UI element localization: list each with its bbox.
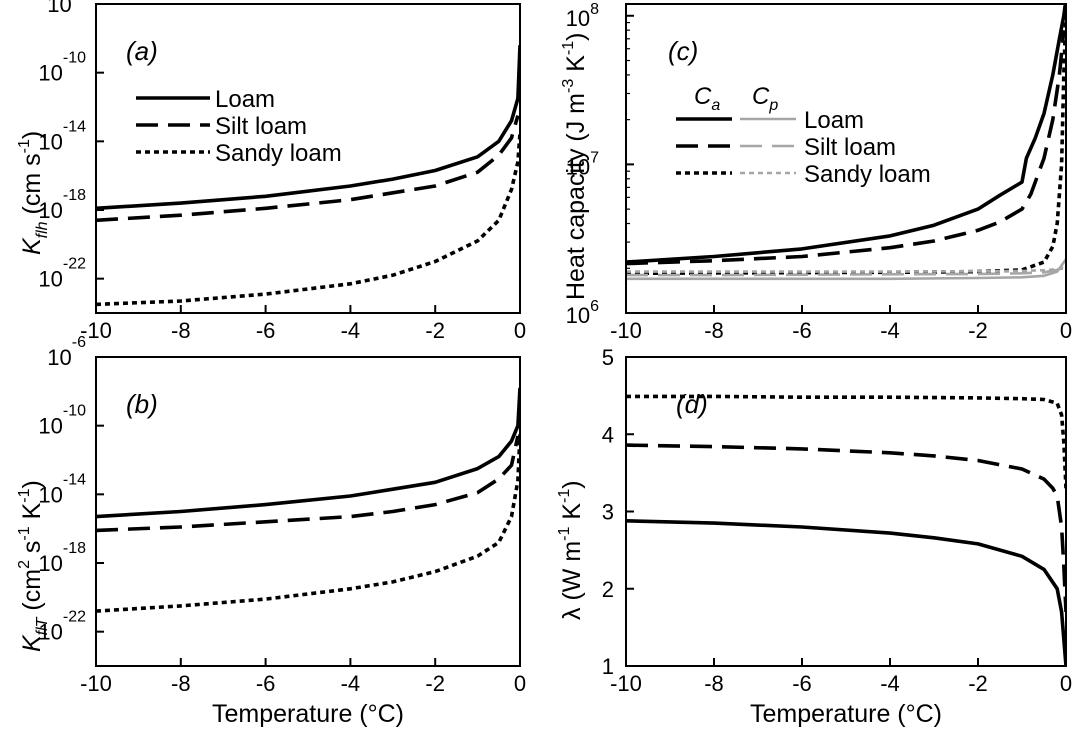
series-c-ca-silt-loam bbox=[626, 30, 1066, 266]
x-tick-label-c: -2 bbox=[968, 318, 988, 343]
series-d-silt-loam bbox=[626, 443, 1066, 612]
x-tick-label-a: -8 bbox=[171, 318, 191, 343]
panel-a: 10-6 10-10 10-14 10-18 10-22 -10 -8 -6 -4 -2 0 (a) K… bbox=[16, 0, 526, 343]
legend-header-cp: Cp bbox=[752, 83, 778, 114]
y-tick-label-a: 10-10 bbox=[38, 50, 86, 86]
x-tick-label-c: -8 bbox=[704, 318, 724, 343]
x-tick-label-d: -10 bbox=[610, 671, 642, 696]
y-tick-label-d: 3 bbox=[602, 500, 614, 525]
y-axis-label-b: KflT (cm2 s-1 K-1) bbox=[16, 480, 51, 652]
y-tick-label-d: 2 bbox=[602, 577, 614, 602]
x-tick-label-d: -6 bbox=[792, 671, 812, 696]
x-tick-label-b: -10 bbox=[80, 671, 112, 696]
series-a-sandy-loam bbox=[96, 132, 520, 307]
series-c-ca-sandy-loam bbox=[626, 9, 1066, 276]
x-tick-label-b: -8 bbox=[171, 671, 191, 696]
x-tick-label-b: -6 bbox=[256, 671, 276, 696]
series-a-silt-loam bbox=[96, 115, 520, 223]
legend-header-ca: Ca bbox=[694, 83, 720, 114]
x-tick-label-d: -8 bbox=[704, 671, 724, 696]
legend-label-a: Sandy loam bbox=[215, 140, 342, 167]
y-tick-label-a: 10-14 bbox=[38, 118, 86, 154]
series-c-cp-sandy-loam bbox=[626, 267, 1066, 273]
x-tick-label-a: -4 bbox=[341, 318, 361, 343]
plot-frame-b bbox=[95, 356, 521, 667]
x-tick-label-c: -4 bbox=[880, 318, 900, 343]
legend-label-a: Loam bbox=[215, 86, 275, 113]
plot-frame-c bbox=[625, 3, 1067, 314]
y-tick-label-a: 10-22 bbox=[38, 256, 86, 292]
y-tick-label-c: 106 bbox=[566, 298, 599, 328]
plot-frame-a bbox=[95, 3, 521, 314]
y-tick-label-b: 10-22 bbox=[38, 609, 86, 645]
y-tick-label-b: 10-10 bbox=[38, 403, 86, 439]
x-tick-label-a: -6 bbox=[256, 318, 276, 343]
x-tick-label-a: -2 bbox=[425, 318, 445, 343]
y-axis-label-c: Heat capacity (J m-3 K-1) bbox=[560, 33, 590, 300]
series-d-sandy-loam bbox=[626, 394, 1066, 489]
x-axis-label-d: Temperature (°C) bbox=[750, 700, 942, 728]
panel-label-d: (d) bbox=[676, 389, 708, 419]
panel-d: 1 2 3 4 5 -10 -8 -6 -4 -2 0 Temperature (°C) (d) λ (W… bbox=[556, 345, 1072, 728]
y-tick-label-a: 10-18 bbox=[38, 187, 86, 223]
y-tick-label-c: 107 bbox=[566, 149, 599, 179]
x-tick-label-a: 0 bbox=[514, 318, 526, 343]
y-tick-label-c: 108 bbox=[566, 1, 599, 31]
panel-label-a: (a) bbox=[126, 36, 158, 66]
y-axis-label-d: λ (W m-1 K-1) bbox=[556, 480, 586, 620]
panel-c: 106 107 108 -10 -8 -6 -4 -2 0 (c) Heat capacity (J… bbox=[560, 1, 1072, 343]
series-b-loam bbox=[96, 387, 520, 519]
series-c-cp-loam bbox=[626, 258, 1066, 281]
legend-label-c: Loam bbox=[804, 107, 864, 134]
panel-label-c: (c) bbox=[668, 36, 698, 66]
x-tick-label-b: 0 bbox=[514, 671, 526, 696]
y-tick-label-b: 10-18 bbox=[38, 540, 86, 576]
series-d-loam bbox=[626, 519, 1066, 666]
legend-label-a: Silt loam bbox=[215, 113, 307, 140]
series-b-sandy-loam bbox=[96, 434, 520, 613]
y-tick-label-d: 4 bbox=[602, 422, 614, 447]
panel-label-b: (b) bbox=[126, 389, 158, 419]
legend-label-c: Silt loam bbox=[804, 134, 896, 161]
y-tick-label-b: 10-6 bbox=[47, 334, 86, 370]
x-tick-label-d: -4 bbox=[880, 671, 900, 696]
y-axis-label-a: Kflh (cm s-1) bbox=[16, 131, 51, 255]
x-tick-label-c: -6 bbox=[792, 318, 812, 343]
panel-b: 10-6 10-10 10-14 10-18 10-22 -10 -8 -6 -4 -2 0 Temp… bbox=[16, 334, 526, 728]
series-b-silt-loam bbox=[96, 435, 520, 533]
x-tick-label-b: -4 bbox=[341, 671, 361, 696]
y-tick-label-b: 10-14 bbox=[38, 471, 86, 507]
x-tick-label-c: -10 bbox=[610, 318, 642, 343]
x-tick-label-b: -2 bbox=[425, 671, 445, 696]
legend-label-c: Sandy loam bbox=[804, 161, 931, 188]
x-axis-label-b: Temperature (°C) bbox=[212, 700, 404, 728]
y-tick-label-a: 10-6 bbox=[47, 0, 86, 17]
x-tick-label-d: -2 bbox=[968, 671, 988, 696]
y-tick-label-d: 5 bbox=[602, 345, 614, 370]
series-c-ca-loam bbox=[626, 4, 1066, 264]
x-tick-label-d: 0 bbox=[1060, 671, 1072, 696]
series-a-loam bbox=[96, 45, 520, 211]
y-tick-label-d: 1 bbox=[602, 654, 614, 679]
x-tick-label-a: -10 bbox=[80, 318, 112, 343]
x-tick-label-c: 0 bbox=[1060, 318, 1072, 343]
